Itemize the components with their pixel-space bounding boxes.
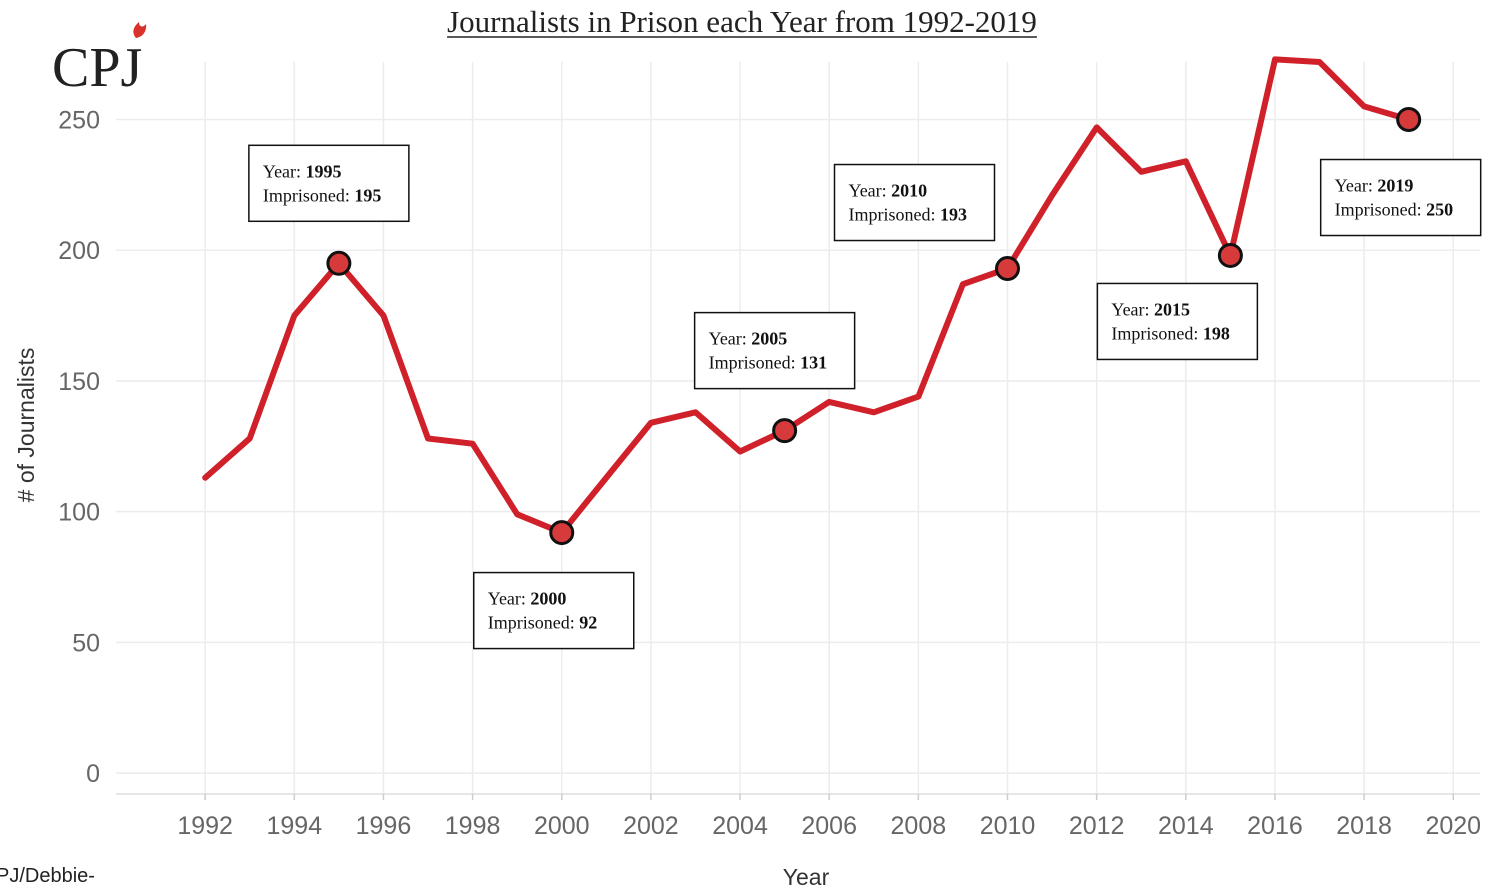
highlight-point: [326, 250, 352, 276]
x-tick-label: 1998: [445, 812, 501, 840]
callout-box: [1096, 282, 1259, 361]
callout-count: Imprisoned: 193: [849, 205, 968, 225]
callout-count: Imprisoned: 195: [263, 185, 382, 205]
callout-count: Imprisoned: 92: [488, 613, 598, 633]
x-tick-label: 1996: [356, 812, 412, 840]
callout-year: Year: 2010: [849, 181, 928, 201]
x-tick-label: 1994: [266, 812, 322, 840]
gridlines: [116, 62, 1480, 794]
callout-year: Year: 2019: [1335, 176, 1414, 196]
photo-credit: PJ/Debbie-: [0, 865, 95, 887]
annotation-callout: Year: 2010 Imprisoned: 193: [833, 163, 996, 242]
x-tick-label: 2020: [1425, 812, 1481, 840]
x-tick-label: 2000: [534, 812, 590, 840]
highlight-point: [549, 520, 575, 546]
callout-count: Imprisoned: 198: [1111, 323, 1230, 343]
callout-year: Year: 2000: [488, 589, 567, 609]
annotation-callout: Year: 2015 Imprisoned: 198: [1096, 282, 1259, 361]
x-tick-label: 2006: [801, 812, 857, 840]
callout-year: Year: 1995: [263, 161, 342, 181]
series-line: [202, 56, 1412, 536]
axes: 0 50 100 150 200 250 1992 1994 1996 1998 2000 2002 2…: [58, 107, 1481, 840]
x-tick-label: 2008: [891, 812, 947, 840]
callout-box: [1319, 158, 1482, 237]
cpj-logo: CPJ: [52, 22, 147, 99]
series: [202, 56, 1412, 536]
callout-count: Imprisoned: 131: [709, 353, 828, 373]
x-tick-label: 2002: [623, 812, 679, 840]
chart-title: Journalists in Prison each Year from 199…: [447, 4, 1037, 39]
callout-box: [693, 311, 856, 390]
annotation-callout: Year: 2005 Imprisoned: 131: [693, 311, 856, 390]
x-axis-title: Year: [783, 864, 830, 890]
x-tick-label: 2018: [1336, 812, 1392, 840]
callout-box: [248, 144, 410, 223]
y-tick-label: 50: [72, 629, 100, 657]
text-layer: Journalists in Prison each Year from 199…: [0, 4, 1037, 890]
x-tick-label: 2012: [1069, 812, 1125, 840]
flame-icon: [133, 22, 147, 38]
annotation-callout: Year: 2019 Imprisoned: 250: [1319, 158, 1482, 237]
callout-year: Year: 2015: [1111, 299, 1190, 319]
y-axis-title: # of Journalists: [13, 348, 39, 503]
y-tick-label: 200: [58, 237, 100, 265]
y-tick-label: 0: [86, 760, 100, 788]
callout-year: Year: 2005: [709, 329, 788, 349]
annotation-callout: Year: 1995 Imprisoned: 195: [248, 144, 410, 223]
callout-count: Imprisoned: 250: [1335, 200, 1454, 220]
y-tick-label: 150: [58, 368, 100, 396]
logo-text: CPJ: [52, 37, 142, 99]
callout-box: [833, 163, 996, 242]
highlight-point: [1217, 242, 1243, 268]
y-tick-label: 250: [58, 107, 100, 135]
x-tick-label: 2010: [980, 812, 1036, 840]
annotation-callout: Year: 2000 Imprisoned: 92: [473, 571, 635, 650]
highlight-point: [1396, 107, 1422, 133]
x-tick-label: 2004: [712, 812, 768, 840]
highlight-point: [772, 418, 798, 444]
x-tick-label: 2014: [1158, 812, 1214, 840]
x-tick-label: 2016: [1247, 812, 1303, 840]
annotations: Year: 1995 Imprisoned: 195 Year: 2000 Impri…: [248, 107, 1482, 650]
x-tick-label: 1992: [177, 812, 233, 840]
y-tick-label: 100: [58, 499, 100, 527]
highlight-point: [995, 256, 1021, 282]
callout-box: [473, 571, 635, 650]
